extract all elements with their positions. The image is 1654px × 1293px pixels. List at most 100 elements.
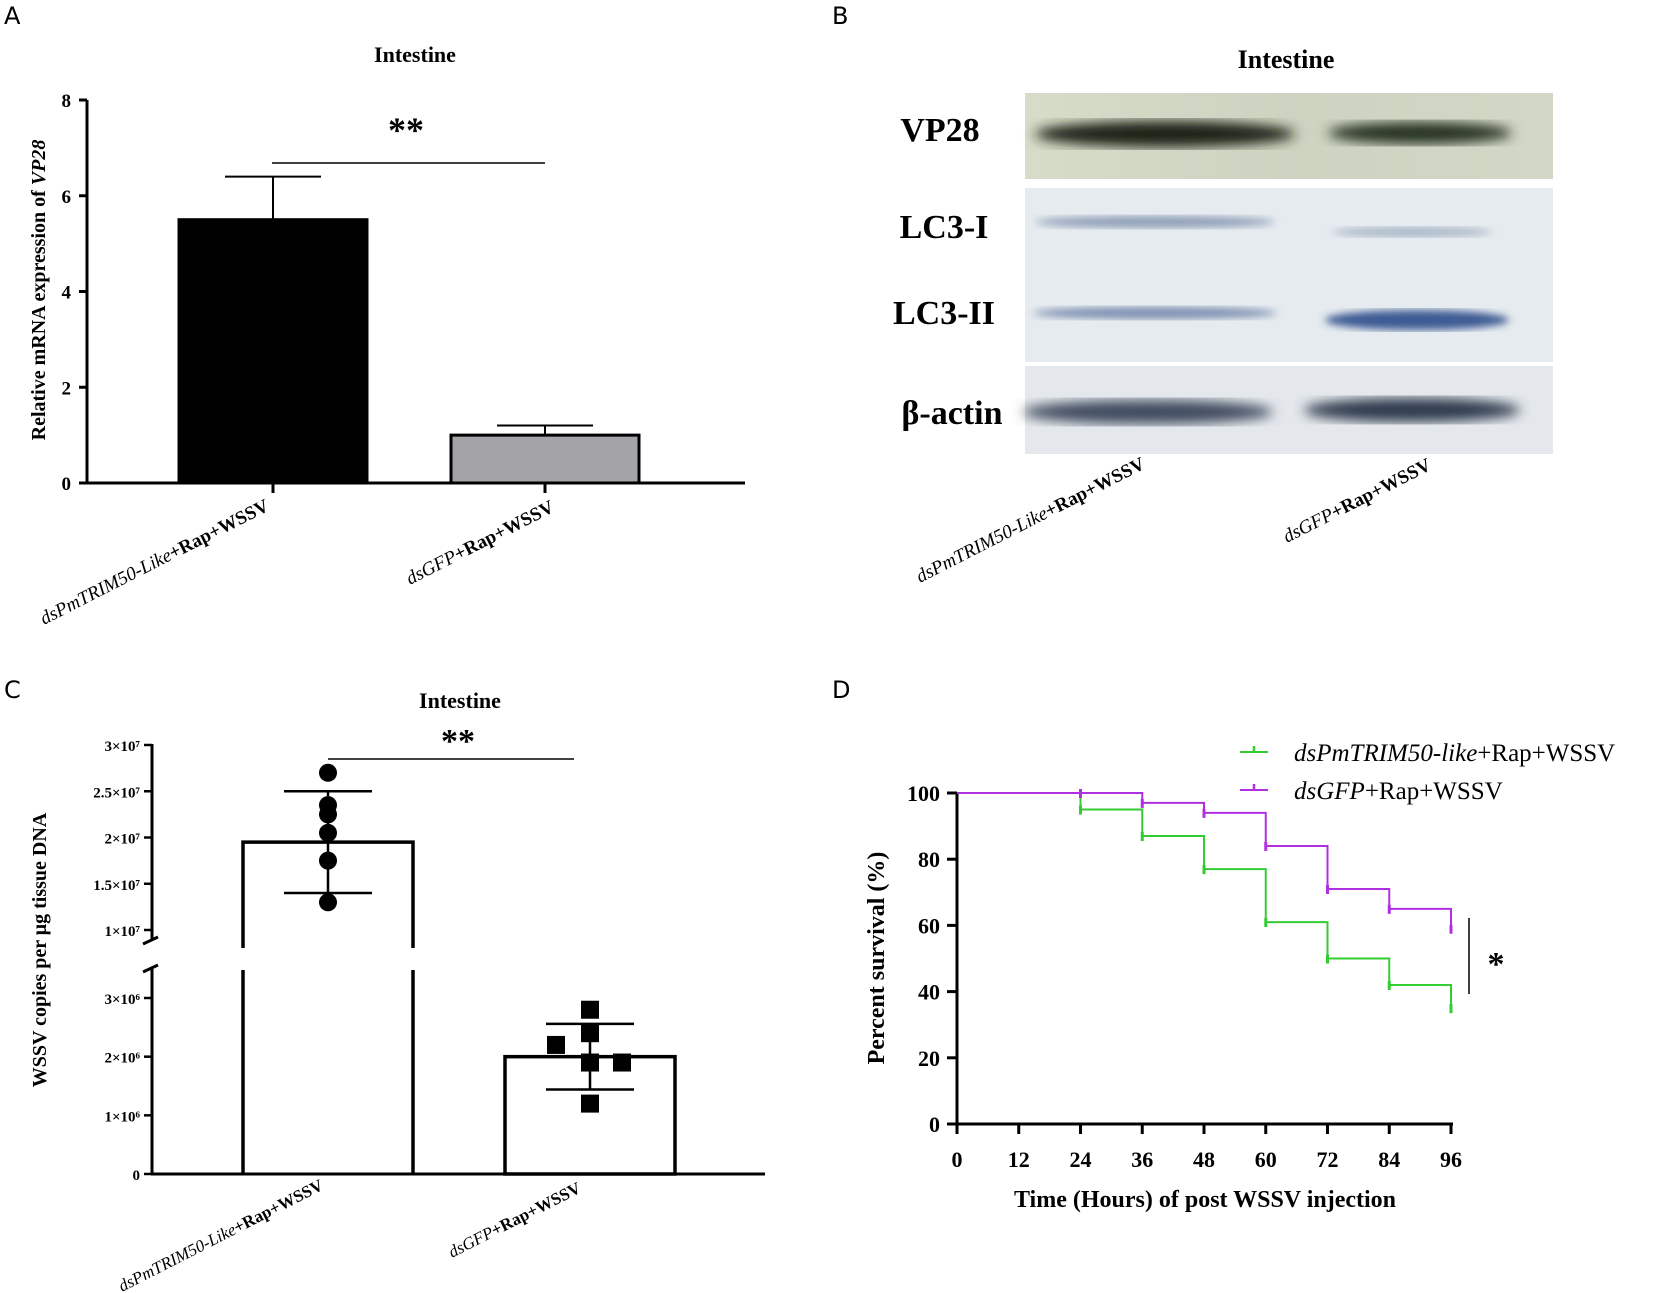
panel-a-x-label-2: dsGFP+Rap+WSSV bbox=[403, 497, 558, 590]
blot-lane-label-1: dsPmTRIM50-Like+Rap+WSSV bbox=[913, 453, 1149, 587]
panel-a-x-label-1: dsPmTRIM50-Like+Rap+WSSV bbox=[37, 495, 273, 629]
panel-a-significance: ** bbox=[388, 110, 424, 150]
blot-lane-label-1-gene: dsPmTRIM50-Like bbox=[913, 503, 1051, 587]
panel-c-y-tick-label: 3×10⁷ bbox=[104, 739, 140, 755]
panel-a-ylabel-gene: VP28 bbox=[28, 140, 50, 186]
blot-lane-label-2-treatment: +Rap+WSSV bbox=[1328, 455, 1435, 523]
band-vp28-lane1 bbox=[1035, 121, 1295, 147]
panel-d-y-tick-label: 0 bbox=[929, 1112, 940, 1137]
panel-a-ylabel-text: Relative mRNA expression of bbox=[28, 185, 50, 440]
panel-d-legend-label-gene: dsPmTRIM50-like bbox=[1294, 740, 1477, 767]
panel-d-ylabel: Percent survival (%) bbox=[864, 852, 890, 1065]
panel-d-series-line bbox=[957, 792, 1452, 1009]
panel-a-x-label-1-gene: dsPmTRIM50-Like bbox=[37, 545, 175, 629]
blot-lane-label-1-treatment: +Rap+WSSV bbox=[1042, 453, 1149, 521]
panel-d-x-tick-label: 12 bbox=[1008, 1147, 1030, 1172]
panel-c-chart: Intestine WSSV copies per μg tissue DNA … bbox=[29, 688, 765, 1293]
panel-a-chart: Intestine Relative mRNA expression of VP… bbox=[28, 42, 745, 629]
panel-c-significance: ** bbox=[441, 723, 475, 760]
band-beta-actin-lane1 bbox=[1023, 400, 1273, 424]
band-beta-actin-lane2 bbox=[1304, 398, 1520, 422]
panel-d-y-tick-label: 20 bbox=[918, 1046, 940, 1071]
panel-c-data-point bbox=[547, 1035, 565, 1054]
panel-c-data-point bbox=[581, 1000, 599, 1019]
panel-d-y-tick-label: 80 bbox=[918, 847, 940, 872]
panel-d-x-tick-label: 96 bbox=[1440, 1147, 1462, 1172]
panel-c-x-label-1: dsPmTRIM50-Like+Rap+WSSV bbox=[115, 1175, 327, 1293]
panel-c-x-label-1-treatment: +Rap+WSSV bbox=[230, 1175, 326, 1237]
panel-a-y-tick-label: 4 bbox=[62, 283, 72, 304]
panel-c-y-tick-label: 1.5×10⁷ bbox=[93, 878, 140, 894]
panel-c-axis-break-mark-lower bbox=[142, 963, 159, 974]
panel-c-ylabel: WSSV copies per μg tissue DNA bbox=[29, 812, 51, 1087]
panel-a-x-label-2-treatment: +Rap+WSSV bbox=[451, 497, 558, 565]
panel-c-x-label-2: dsGFP+Rap+WSSV bbox=[445, 1178, 584, 1262]
panel-d-y-tick-label: 100 bbox=[907, 781, 940, 806]
blot-label-vp28: VP28 bbox=[900, 112, 979, 149]
panel-d-x-tick-label: 84 bbox=[1378, 1147, 1400, 1172]
panel-a-y-tick-label: 8 bbox=[62, 91, 72, 112]
panel-d-x-tick-label: 24 bbox=[1070, 1147, 1092, 1172]
blot-label-lc3-ii: LC3-II bbox=[893, 295, 995, 332]
panel-d-legend-label-treatment: +Rap+WSSV bbox=[1365, 778, 1503, 805]
panel-a-bar bbox=[177, 218, 369, 485]
panel-letter-d: D bbox=[832, 676, 851, 704]
blot-label-beta-actin: β-actin bbox=[901, 395, 1002, 432]
panel-d-legend-label: dsPmTRIM50-like+Rap+WSSV bbox=[1294, 740, 1615, 767]
band-lc3-i-lane2 bbox=[1332, 227, 1492, 237]
panel-c-x-label-2-treatment: +Rap+WSSV bbox=[488, 1178, 584, 1240]
panel-a-y-tick-label: 2 bbox=[62, 378, 72, 399]
panel-letter-b: B bbox=[832, 2, 849, 30]
band-lc3-ii-lane1 bbox=[1033, 307, 1277, 319]
panel-c-data-point bbox=[319, 763, 337, 782]
panel-a-ylabel: Relative mRNA expression of VP28 bbox=[28, 140, 50, 441]
band-lc3-ii-lane2 bbox=[1325, 310, 1509, 330]
panel-a-y-tick-label: 6 bbox=[62, 187, 72, 208]
panel-d-x-tick-label: 72 bbox=[1317, 1147, 1339, 1172]
panel-d-legend-label-treatment: +Rap+WSSV bbox=[1477, 740, 1615, 767]
panel-d-xlabel: Time (Hours) of post WSSV injection bbox=[1014, 1187, 1396, 1213]
panel-d-chart: 0 12 24 36 48 60 72 84 96 0 20 40 60 80 100 dsPmTRIM50… bbox=[864, 740, 1615, 1213]
panel-c-y-tick-label: 2×10⁷ bbox=[104, 832, 140, 848]
panel-a-bar bbox=[449, 433, 641, 485]
panel-d-x-tick-label: 48 bbox=[1193, 1147, 1215, 1172]
panel-d-y-tick-label: 40 bbox=[918, 980, 940, 1005]
panel-c-y-tick-label: 0 bbox=[133, 1168, 141, 1184]
panel-a-x-label-2-gene: dsGFP bbox=[403, 546, 461, 589]
panel-c-data-point bbox=[581, 1053, 599, 1072]
panel-c-bar-lower bbox=[241, 970, 415, 1174]
blot-lane-label-2: dsGFP+Rap+WSSV bbox=[1280, 455, 1435, 548]
panel-d-x-tick-label: 60 bbox=[1255, 1147, 1277, 1172]
panel-b-western-blot: Intestine VP28 LC3-I LC3-II β-actin dsPm… bbox=[893, 45, 1553, 587]
panel-d-y-tick-label: 60 bbox=[918, 913, 940, 938]
panel-a-y-tick-label: 0 bbox=[62, 474, 72, 495]
panel-d-x-tick-label: 36 bbox=[1131, 1147, 1153, 1172]
panel-c-data-point bbox=[581, 1024, 599, 1043]
panel-a-title: Intestine bbox=[374, 42, 456, 67]
panel-c-title: Intestine bbox=[419, 688, 501, 713]
panel-c-x-label-1-gene: dsPmTRIM50-Like bbox=[115, 1220, 239, 1293]
panel-c-y-tick-label: 1×10⁶ bbox=[104, 1109, 140, 1125]
panel-d-legend-label-gene: dsGFP bbox=[1294, 778, 1365, 805]
band-lc3-i-lane1 bbox=[1035, 216, 1275, 228]
blot-lane-label-2-gene: dsGFP bbox=[1280, 504, 1338, 547]
panel-c-y-tick-label: 1×10⁷ bbox=[104, 924, 140, 940]
panel-letter-a: A bbox=[4, 2, 21, 30]
panel-c-y-tick-label: 2.5×10⁷ bbox=[93, 785, 140, 801]
panel-c-data-point bbox=[319, 851, 337, 870]
panel-c-y-tick-label: 2×10⁶ bbox=[104, 1051, 140, 1067]
panel-b-title: Intestine bbox=[1238, 45, 1335, 74]
panel-d-significance: * bbox=[1488, 946, 1505, 983]
band-vp28-lane2 bbox=[1328, 122, 1512, 144]
panel-d-x-tick-label: 0 bbox=[952, 1147, 963, 1172]
panel-c-y-tick-label: 3×10⁶ bbox=[104, 992, 140, 1008]
blot-label-lc3-i: LC3-I bbox=[900, 209, 989, 246]
panel-d-legend-label: dsGFP+Rap+WSSV bbox=[1294, 778, 1503, 805]
panel-c-data-point bbox=[581, 1094, 599, 1113]
panel-c-data-point bbox=[319, 893, 337, 912]
panel-c-data-point bbox=[613, 1053, 631, 1072]
blot-strip-lc3 bbox=[1025, 188, 1553, 362]
panel-letter-c: C bbox=[4, 676, 21, 704]
panel-c-data-point bbox=[319, 805, 337, 824]
